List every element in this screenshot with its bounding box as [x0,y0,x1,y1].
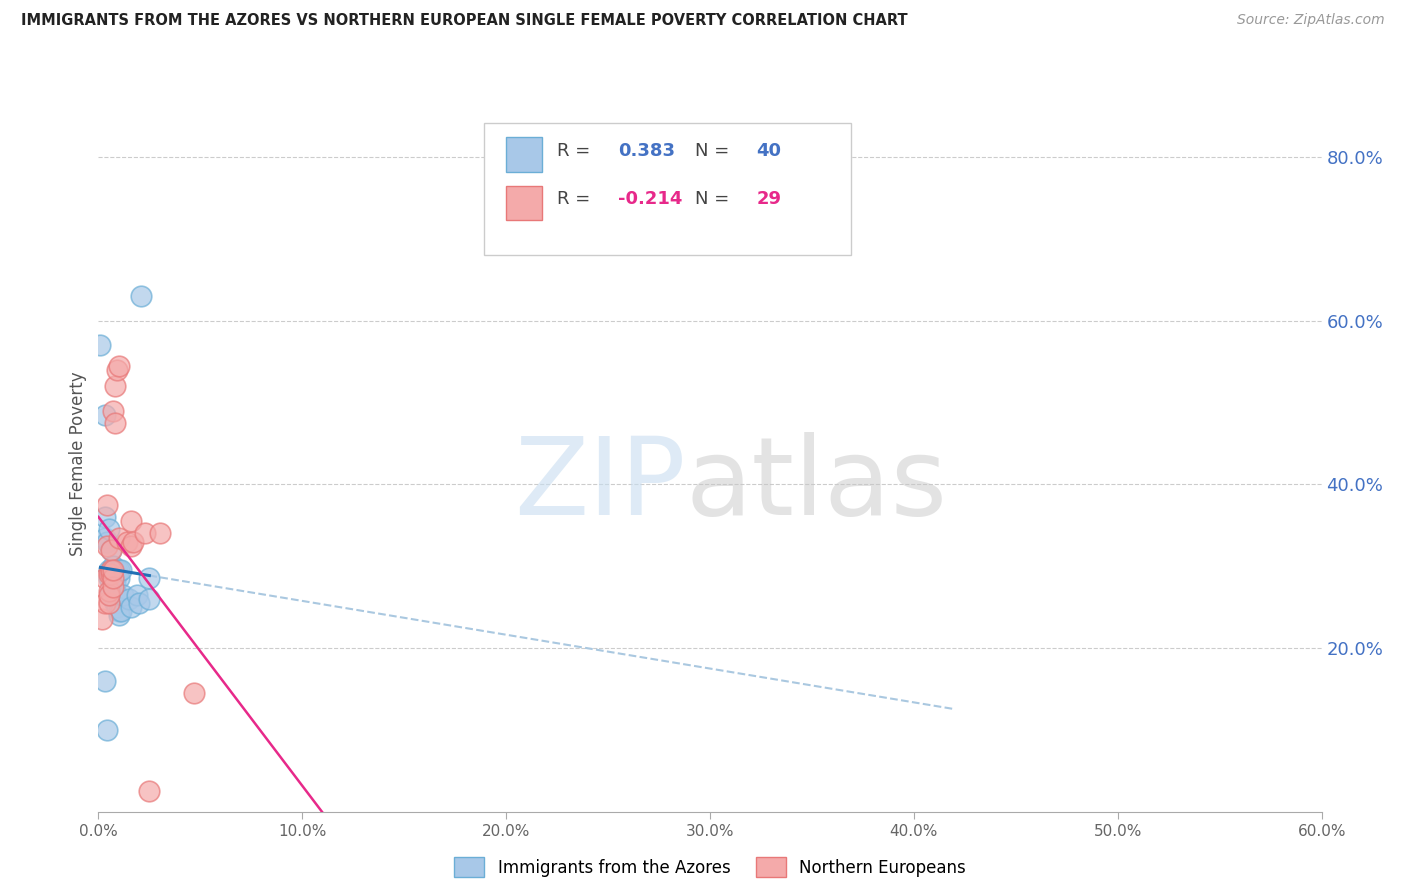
Point [104,379,127,393]
Text: IMMIGRANTS FROM THE AZORES VS NORTHERN EUROPEAN SINGLE FEMALE POVERTY CORRELATIO: IMMIGRANTS FROM THE AZORES VS NORTHERN E… [21,13,908,29]
Point [93,596,115,610]
Text: 29: 29 [756,191,782,209]
Text: ZIP: ZIP [515,432,686,538]
Point [108,359,131,373]
Point [105,567,128,582]
Point [97,588,120,602]
Point [93,571,115,585]
Text: Source: ZipAtlas.com: Source: ZipAtlas.com [1237,13,1385,28]
Text: N =: N = [696,142,735,160]
Point [120,539,142,553]
Point [105,600,128,615]
Point [93,408,115,422]
Point [122,534,145,549]
Point [108,571,131,585]
Point [108,531,131,545]
Point [96,534,118,549]
Point [138,784,160,798]
Text: atlas: atlas [686,432,948,538]
Legend: Immigrants from the Azores, Northern Europeans: Immigrants from the Azores, Northern Eur… [447,851,973,883]
Point [101,580,124,594]
Point [97,571,120,585]
Point [127,588,149,602]
Point [105,362,128,376]
Point [100,563,122,577]
Point [101,559,124,574]
Point [108,604,131,618]
Point [108,563,131,577]
Point [97,583,120,598]
Point [96,498,118,512]
Point [110,604,132,618]
Point [93,510,115,524]
Point [104,416,127,430]
Point [96,723,118,737]
Point [118,591,141,606]
Point [100,583,122,598]
Point [138,571,160,585]
Point [89,338,111,352]
FancyBboxPatch shape [484,123,851,255]
Point [96,539,118,553]
Point [120,600,142,615]
Text: R =: R = [557,191,596,209]
Point [105,588,128,602]
Point [104,596,127,610]
Point [101,571,124,585]
Point [128,596,150,610]
Point [111,588,134,602]
Point [105,567,128,582]
Point [97,522,120,536]
Point [129,289,152,303]
Point [97,596,120,610]
Point [100,542,122,557]
Point [108,608,131,623]
Text: R =: R = [557,142,596,160]
Text: N =: N = [696,191,735,209]
Text: -0.214: -0.214 [619,191,683,209]
Point [104,575,127,590]
Point [101,403,124,417]
Point [100,542,122,557]
Point [138,591,160,606]
Point [120,514,142,528]
Point [100,567,122,582]
Point [105,563,128,577]
FancyBboxPatch shape [506,136,543,171]
Point [93,673,115,688]
Y-axis label: Single Female Poverty: Single Female Poverty [69,372,87,556]
Point [104,583,127,598]
Point [100,563,122,577]
Point [115,534,138,549]
Point [97,567,120,582]
Point [101,563,124,577]
Point [101,575,124,590]
Point [104,588,127,602]
Point [110,563,132,577]
Point [93,531,115,545]
Point [183,686,205,700]
Text: 40: 40 [756,142,782,160]
Text: 0.383: 0.383 [619,142,675,160]
Point [134,526,156,541]
Point [97,563,120,577]
Point [149,526,172,541]
Point [91,612,114,626]
Point [101,580,124,594]
Point [101,591,124,606]
FancyBboxPatch shape [506,186,543,220]
